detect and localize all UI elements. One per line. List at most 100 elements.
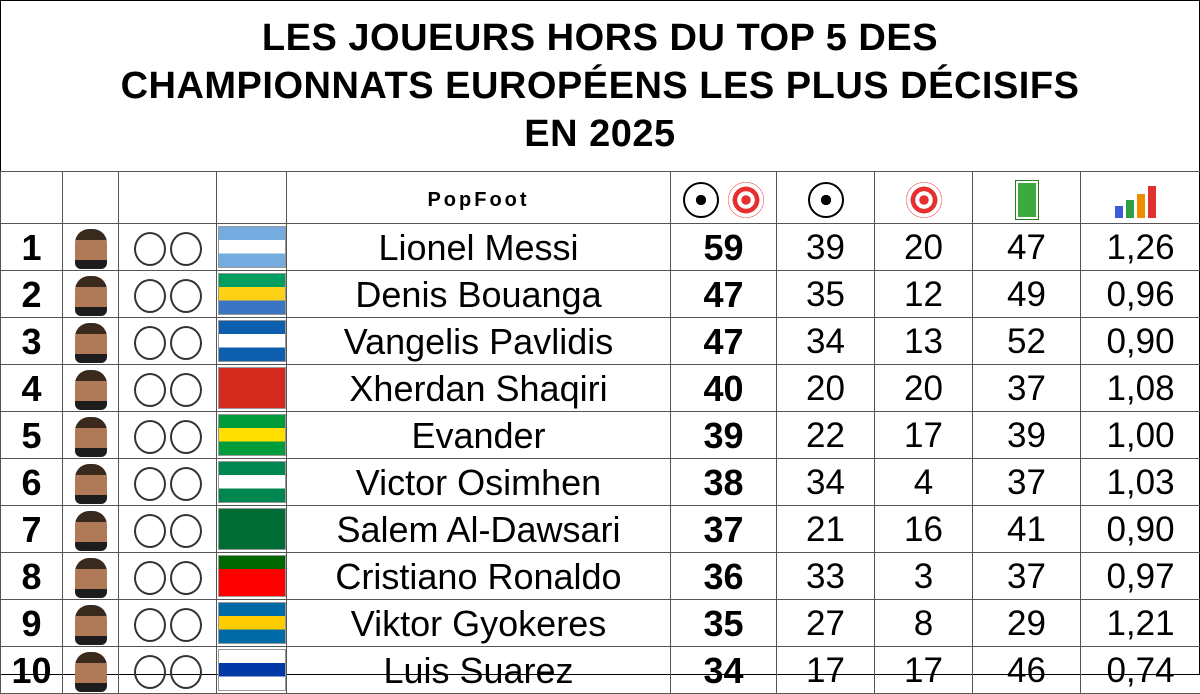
crests-cell bbox=[119, 318, 217, 365]
player-photo bbox=[75, 323, 107, 363]
assists-value: 13 bbox=[875, 318, 973, 365]
matches-value: 41 bbox=[973, 506, 1081, 553]
national-crest bbox=[170, 655, 202, 689]
header-rank bbox=[1, 172, 63, 224]
assists-value: 17 bbox=[875, 647, 973, 694]
crests-cell bbox=[119, 271, 217, 318]
ball-icon bbox=[808, 182, 844, 218]
club-crest bbox=[134, 232, 166, 266]
club-crest bbox=[134, 514, 166, 548]
photo-cell bbox=[63, 365, 119, 412]
assists-value: 20 bbox=[875, 224, 973, 271]
national-crest bbox=[170, 373, 202, 407]
matches-value: 37 bbox=[973, 365, 1081, 412]
matches-value: 46 bbox=[973, 647, 1081, 694]
ratio-value: 1,08 bbox=[1081, 365, 1200, 412]
player-photo bbox=[75, 605, 107, 645]
photo-cell bbox=[63, 459, 119, 506]
player-photo bbox=[75, 511, 107, 551]
club-crest bbox=[134, 561, 166, 595]
player-photo bbox=[75, 370, 107, 410]
flag-cell bbox=[217, 224, 287, 271]
player-name: Evander bbox=[287, 412, 671, 459]
ratio-value: 1,03 bbox=[1081, 459, 1200, 506]
rank-cell: 6 bbox=[1, 459, 63, 506]
flag-cell bbox=[217, 365, 287, 412]
national-crest bbox=[170, 561, 202, 595]
assists-value: 8 bbox=[875, 600, 973, 647]
country-flag bbox=[218, 555, 286, 597]
player-name: Victor Osimhen bbox=[287, 459, 671, 506]
player-photo bbox=[75, 558, 107, 598]
national-crest bbox=[170, 326, 202, 360]
player-name: Salem Al-Dawsari bbox=[287, 506, 671, 553]
player-name: Vangelis Pavlidis bbox=[287, 318, 671, 365]
crests-cell bbox=[119, 224, 217, 271]
crests-cell bbox=[119, 365, 217, 412]
brand-logo: PopFoot bbox=[427, 189, 529, 211]
player-photo bbox=[75, 417, 107, 457]
country-flag bbox=[218, 226, 286, 268]
assists-value: 20 bbox=[875, 365, 973, 412]
flag-cell bbox=[217, 553, 287, 600]
goals-value: 39 bbox=[777, 224, 875, 271]
title-line-2: CHAMPIONNATS EUROPÉENS LES PLUS DÉCISIFS bbox=[121, 62, 1080, 110]
player-name: Cristiano Ronaldo bbox=[287, 553, 671, 600]
ball-icon bbox=[683, 182, 719, 218]
title-line-3: EN 2025 bbox=[524, 110, 675, 158]
assists-value: 3 bbox=[875, 553, 973, 600]
national-crest bbox=[170, 232, 202, 266]
player-name: Lionel Messi bbox=[287, 224, 671, 271]
assists-value: 17 bbox=[875, 412, 973, 459]
flag-cell bbox=[217, 459, 287, 506]
rank-cell: 7 bbox=[1, 506, 63, 553]
header-goals bbox=[777, 172, 875, 224]
ratio-value: 0,74 bbox=[1081, 647, 1200, 694]
matches-value: 37 bbox=[973, 459, 1081, 506]
assists-value: 4 bbox=[875, 459, 973, 506]
photo-cell bbox=[63, 412, 119, 459]
country-flag bbox=[218, 508, 286, 550]
crests-cell bbox=[119, 600, 217, 647]
total-value: 40 bbox=[671, 365, 777, 412]
flag-cell bbox=[217, 271, 287, 318]
player-photo bbox=[75, 276, 107, 316]
header-flag bbox=[217, 172, 287, 224]
photo-cell bbox=[63, 506, 119, 553]
header-brand: PopFoot bbox=[287, 172, 671, 224]
country-flag bbox=[218, 602, 286, 644]
goals-value: 21 bbox=[777, 506, 875, 553]
matches-value: 37 bbox=[973, 553, 1081, 600]
player-name: Luis Suarez bbox=[287, 647, 671, 694]
goals-value: 33 bbox=[777, 553, 875, 600]
matches-value: 47 bbox=[973, 224, 1081, 271]
country-flag bbox=[218, 367, 286, 409]
pitch-icon bbox=[1016, 181, 1038, 219]
growth-chart-icon bbox=[1115, 182, 1167, 218]
player-name: Viktor Gyokeres bbox=[287, 600, 671, 647]
goals-value: 17 bbox=[777, 647, 875, 694]
rank-cell: 10 bbox=[1, 647, 63, 694]
rank-cell: 5 bbox=[1, 412, 63, 459]
photo-cell bbox=[63, 553, 119, 600]
title-line-1: LES JOUEURS HORS DU TOP 5 DES bbox=[262, 14, 938, 62]
ratio-value: 1,00 bbox=[1081, 412, 1200, 459]
crests-cell bbox=[119, 412, 217, 459]
photo-cell bbox=[63, 318, 119, 365]
club-crest bbox=[134, 420, 166, 454]
ratio-value: 0,97 bbox=[1081, 553, 1200, 600]
header-ratio bbox=[1081, 172, 1200, 224]
ratio-value: 0,96 bbox=[1081, 271, 1200, 318]
ratio-value: 0,90 bbox=[1081, 506, 1200, 553]
header-total bbox=[671, 172, 777, 224]
infographic: LES JOUEURS HORS DU TOP 5 DES CHAMPIONNA… bbox=[0, 0, 1200, 675]
country-flag bbox=[218, 320, 286, 362]
title-block: LES JOUEURS HORS DU TOP 5 DES CHAMPIONNA… bbox=[1, 1, 1199, 171]
club-crest bbox=[134, 326, 166, 360]
